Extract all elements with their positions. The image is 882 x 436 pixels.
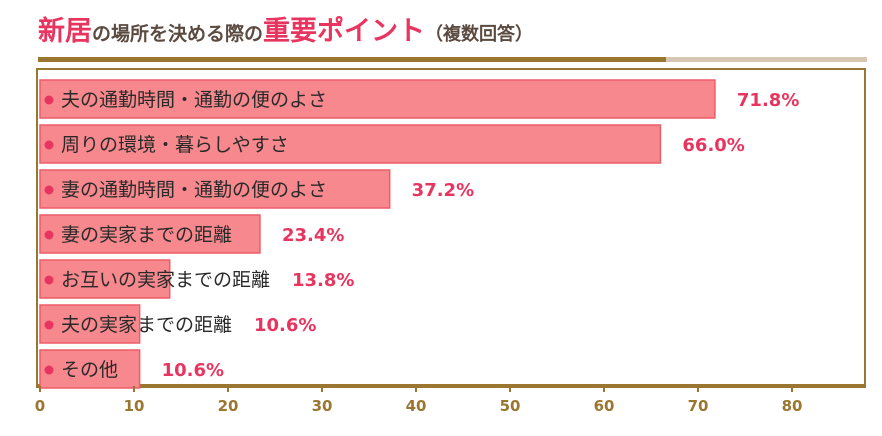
bullet-dot-3 (44, 230, 54, 240)
x-tick-label-4: 40 (406, 397, 427, 415)
value-label-1: 66.0% (682, 135, 744, 156)
category-label-3: 妻の実家までの距離 (61, 224, 232, 246)
x-axis-line (36, 384, 866, 388)
category-label-2: 妻の通勤時間・通勤の便のよさ (61, 179, 327, 201)
bar-4 (39, 259, 171, 299)
x-tick-label-3: 30 (312, 397, 333, 415)
bar-2 (39, 169, 391, 209)
title-part-4: （複数回答） (425, 24, 534, 45)
x-tick-label-6: 60 (594, 397, 615, 415)
value-label-6: 10.6% (162, 360, 224, 381)
bar-6 (39, 349, 141, 389)
category-label-0: 夫の通勤時間・通勤の便のよさ (61, 89, 327, 111)
bar-1 (39, 124, 662, 164)
x-tick-label-5: 50 (500, 397, 521, 415)
value-label-5: 10.6% (254, 315, 316, 336)
bar-5 (39, 304, 141, 344)
x-tick-label-7: 70 (688, 397, 709, 415)
x-tick-label-1: 10 (124, 397, 145, 415)
bullet-dot-6 (44, 365, 54, 375)
category-label-5: 夫の実家までの距離 (61, 314, 232, 336)
title-underline-light (666, 57, 867, 62)
category-label-1: 周りの環境・暮らしやすさ (61, 134, 289, 156)
title-part-2: の場所を決める際の (92, 23, 264, 45)
category-label-6: その他 (61, 359, 118, 381)
value-label-2: 37.2% (412, 180, 474, 201)
bar-3 (39, 214, 261, 254)
bullet-dot-0 (44, 95, 54, 105)
x-tick-label-8: 80 (782, 397, 803, 415)
title-part-3: 重要ポイント (263, 16, 426, 47)
bullet-dot-5 (44, 320, 54, 330)
bar-0 (39, 79, 716, 119)
chart-frame (36, 68, 866, 386)
x-tick-label-2: 20 (218, 397, 239, 415)
title-underline-dark (38, 57, 666, 62)
value-label-3: 23.4% (282, 225, 344, 246)
title-part-1: 新居 (38, 16, 92, 47)
value-label-4: 13.8% (292, 270, 354, 291)
bullet-dot-2 (44, 185, 54, 195)
chart-title: 新居の場所を決める際の重要ポイント（複数回答） (38, 12, 533, 55)
x-tick-label-0: 0 (35, 397, 45, 415)
bullet-dot-4 (44, 275, 54, 285)
value-label-0: 71.8% (737, 90, 799, 111)
bullet-dot-1 (44, 140, 54, 150)
category-label-4: お互いの実家までの距離 (61, 269, 270, 291)
